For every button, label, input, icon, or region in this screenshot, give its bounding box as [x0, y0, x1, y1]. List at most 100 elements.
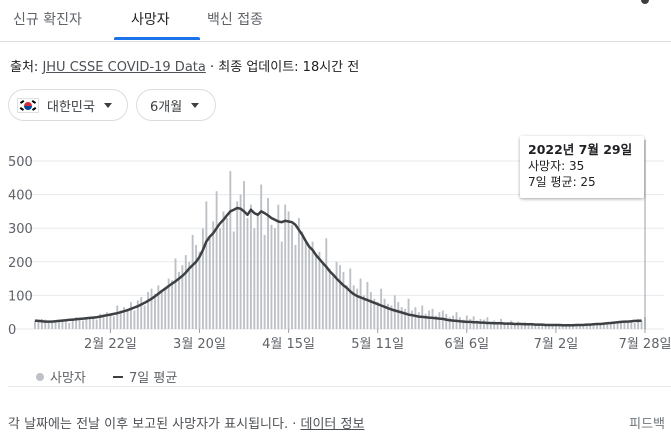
death-bar	[95, 319, 98, 329]
y-axis-ticks: 0 100 200 300 400 500	[8, 155, 33, 338]
death-bar	[599, 324, 602, 329]
death-bar	[424, 313, 427, 329]
line-legend-icon	[113, 375, 123, 378]
death-bar	[280, 241, 283, 329]
death-bar	[136, 300, 139, 329]
death-bar	[212, 221, 215, 329]
death-bar	[277, 204, 280, 329]
death-bar	[291, 224, 293, 329]
x-tick-label: 2월 22일	[84, 337, 137, 352]
death-bar	[229, 171, 232, 329]
data-info-link[interactable]: 데이터 정보	[300, 417, 365, 432]
feedback-link[interactable]: 피드백	[629, 417, 665, 432]
death-bar	[188, 261, 191, 329]
death-bar	[37, 321, 40, 329]
death-bar	[578, 325, 581, 329]
tab-bar: 신규 확진자 사망자 백신 접종	[0, 0, 671, 42]
death-bar	[596, 323, 598, 329]
death-bar	[315, 255, 317, 329]
death-bar	[140, 297, 143, 329]
death-bar	[318, 251, 321, 329]
death-bar	[345, 285, 348, 329]
death-bar	[476, 320, 479, 329]
death-bar	[174, 258, 177, 329]
death-bar	[397, 302, 400, 329]
death-bar	[123, 307, 126, 329]
death-bar	[369, 292, 372, 329]
death-bar	[157, 285, 160, 329]
death-bar	[287, 211, 290, 329]
footer-note-text: 각 날짜에는 전날 이후 보고된 사망자가 표시됩니다.	[8, 417, 289, 432]
source-line: 출처: JHU CSSE COVID-19 Data · 최종 업데이트: 18…	[10, 56, 359, 75]
deaths-chart[interactable]: 0 100 200 300 400 500 2월 22일 3월 20일 4월 15일 5월 11…	[0, 0, 671, 360]
death-bar	[102, 315, 105, 329]
death-bar	[592, 325, 595, 329]
country-label: 대한민국	[47, 99, 95, 115]
death-bar	[359, 278, 362, 329]
legend-bars: 사망자	[36, 367, 86, 386]
death-bar	[99, 313, 102, 329]
death-bar	[482, 319, 485, 329]
death-bar	[589, 324, 592, 329]
death-bar	[435, 315, 437, 329]
death-bar	[88, 318, 91, 329]
death-bar	[342, 271, 345, 329]
death-bar	[82, 320, 84, 329]
death-bar	[506, 322, 509, 329]
chevron-down-icon	[191, 102, 200, 108]
death-bar	[373, 298, 376, 329]
death-bar	[246, 218, 249, 329]
death-bar	[616, 321, 619, 329]
y-tick-label: 500	[8, 155, 33, 170]
y-tick-label: 100	[8, 289, 33, 304]
x-tick-label: 7월 28일	[619, 337, 671, 352]
death-bar	[75, 317, 78, 329]
death-bar	[411, 310, 413, 329]
death-bar	[51, 322, 54, 329]
source-link[interactable]: JHU CSSE COVID-19 Data	[42, 60, 206, 75]
death-bar	[548, 323, 550, 329]
death-bar	[558, 324, 561, 329]
death-bar	[195, 245, 198, 329]
death-bar	[637, 318, 640, 329]
death-bar	[503, 322, 506, 329]
tooltip-deaths: 사망자: 35	[528, 159, 585, 173]
death-bar	[469, 318, 472, 329]
death-bar	[34, 320, 36, 329]
death-bar	[585, 324, 588, 329]
death-bar	[541, 324, 544, 329]
period-label: 6개월	[150, 99, 183, 115]
death-bar	[147, 292, 150, 329]
period-dropdown[interactable]: 6개월	[136, 89, 216, 121]
death-bar	[565, 324, 568, 329]
death-bar	[575, 324, 578, 329]
death-bar	[47, 322, 50, 329]
death-bar	[260, 184, 263, 329]
death-bar	[232, 231, 235, 329]
tab-new-cases[interactable]: 신규 확진자	[13, 12, 82, 28]
death-bar	[448, 317, 451, 329]
death-bar	[208, 238, 211, 329]
death-bar	[150, 288, 153, 329]
country-dropdown[interactable]: 대한민국	[8, 89, 128, 121]
death-bar	[459, 317, 461, 329]
death-bar	[311, 241, 314, 329]
death-bar	[489, 322, 492, 329]
death-bar	[366, 281, 369, 329]
death-bar	[68, 322, 71, 329]
death-bar	[517, 321, 520, 329]
x-tick-label: 3월 20일	[173, 337, 226, 352]
death-bar	[620, 322, 622, 329]
death-bar	[40, 318, 43, 329]
death-bar	[404, 308, 407, 329]
tab-deaths[interactable]: 사망자	[131, 12, 170, 28]
death-bar	[236, 201, 239, 329]
x-tick-label: 5월 11일	[351, 337, 404, 352]
death-bar	[126, 308, 129, 329]
death-bar	[534, 323, 537, 329]
death-bar	[640, 320, 643, 329]
death-bar	[160, 290, 163, 329]
hover-point	[641, 0, 649, 4]
death-bar	[284, 204, 287, 329]
tab-vaccination[interactable]: 백신 접종	[207, 12, 263, 28]
